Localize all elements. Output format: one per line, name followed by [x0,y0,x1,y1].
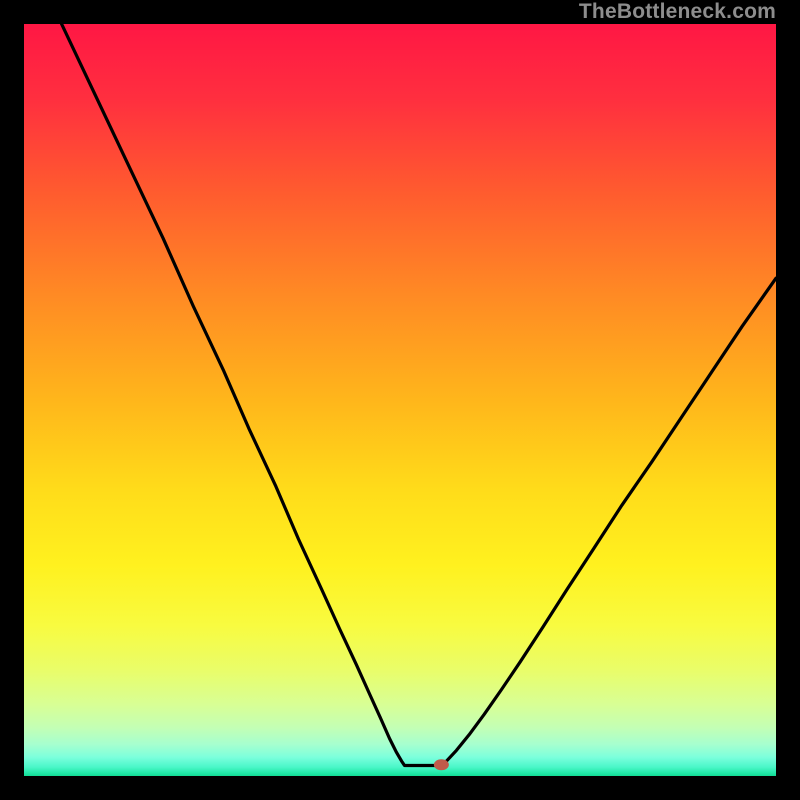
optimal-point-marker [434,759,449,770]
chart-frame: TheBottleneck.com [0,0,800,800]
plot-background [24,24,776,776]
bottleneck-curve-plot [0,0,800,800]
